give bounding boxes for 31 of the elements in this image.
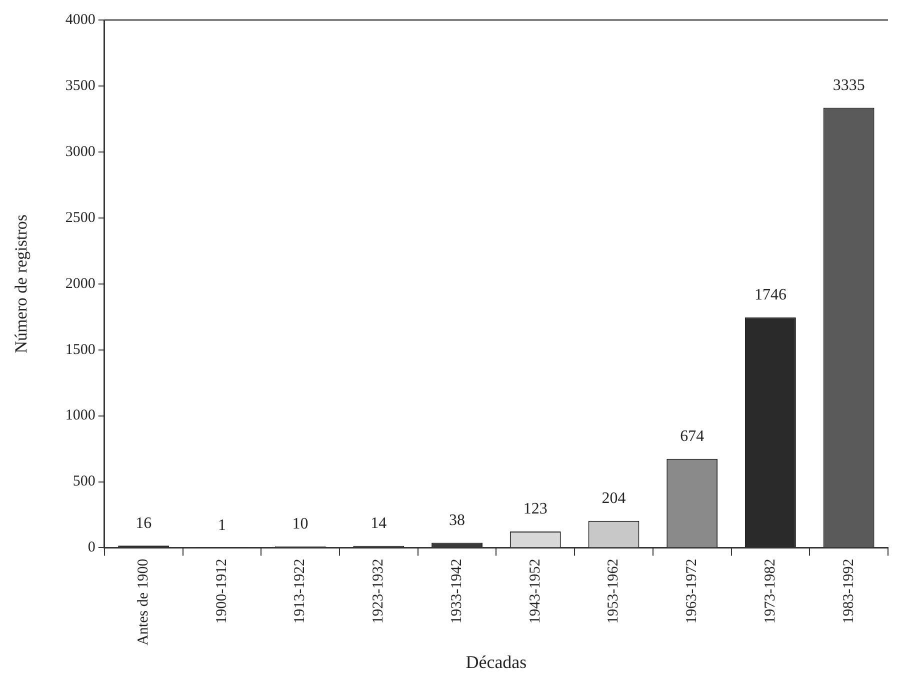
data-label: 1 xyxy=(218,516,226,534)
y-tick-label: 0 xyxy=(88,540,96,556)
data-label: 123 xyxy=(523,500,548,518)
y-tick-label: 3500 xyxy=(65,78,96,94)
x-tick-label: Antes de 1900 xyxy=(136,558,152,646)
y-tick-label: 1000 xyxy=(65,408,96,424)
data-label: 204 xyxy=(602,490,626,508)
y-tick-label: 4000 xyxy=(65,12,96,28)
y-tick-label: 1500 xyxy=(65,342,96,358)
x-axis-title: Décadas xyxy=(466,652,527,672)
data-label: 674 xyxy=(680,428,704,446)
y-axis-title: Número de registros xyxy=(12,214,31,354)
x-tick-label: 1953-1962 xyxy=(606,558,622,624)
x-tick-label: 1933-1942 xyxy=(448,558,465,624)
x-tick-label: 1923-1932 xyxy=(370,558,387,624)
data-label: 38 xyxy=(449,512,466,529)
y-tick-label: 2500 xyxy=(65,210,96,226)
y-tick-label: 2000 xyxy=(65,276,96,292)
y-tick-label: 3000 xyxy=(65,144,96,160)
y-tick-label: 500 xyxy=(72,474,96,490)
x-tick-label: 1943-1952 xyxy=(527,558,544,624)
data-label: 16 xyxy=(136,514,152,532)
x-tick-label: 1900-1912 xyxy=(214,558,230,624)
x-tick-label: 1983-1992 xyxy=(840,558,857,624)
data-label: 3335 xyxy=(832,76,865,94)
x-tick-label: 1913-1922 xyxy=(292,558,308,624)
data-label: 1746 xyxy=(754,286,786,304)
data-label: 14 xyxy=(370,515,387,532)
x-tick-label: 1963-1972 xyxy=(684,558,700,624)
data-label: 10 xyxy=(292,516,308,533)
x-tick-label: 1973-1982 xyxy=(762,558,778,624)
